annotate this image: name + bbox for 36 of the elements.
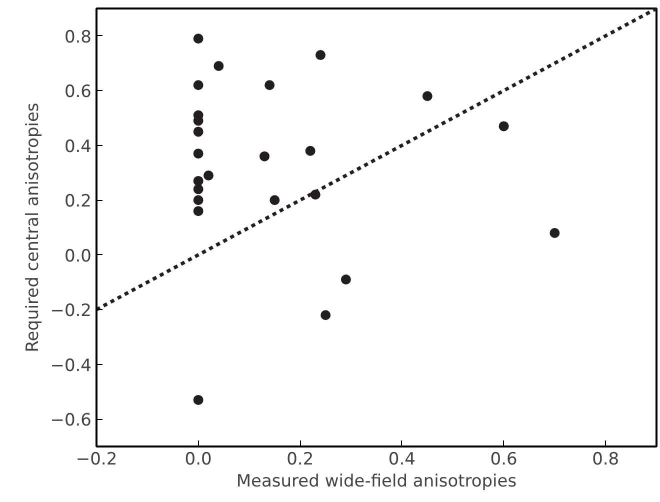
x-tick-label: 0.8 bbox=[592, 450, 620, 470]
point bbox=[264, 80, 275, 90]
point bbox=[320, 310, 331, 320]
point bbox=[270, 195, 280, 206]
x-axis-title: Measured wide-field anisotropies bbox=[236, 472, 517, 492]
point bbox=[305, 146, 316, 156]
x-tick-label: 0.2 bbox=[286, 450, 314, 470]
x-tick-label: 0.0 bbox=[184, 450, 212, 470]
y-tick-label: 0.2 bbox=[64, 192, 92, 212]
x-tick-label: 0.4 bbox=[388, 450, 416, 470]
point bbox=[498, 121, 509, 132]
point bbox=[260, 151, 270, 162]
point bbox=[316, 50, 326, 60]
y-tick-label: 0.8 bbox=[64, 27, 92, 48]
y-tick-label: −0.2 bbox=[50, 301, 92, 322]
y-tick-label: −0.6 bbox=[50, 410, 92, 431]
y-tick-label: 0.4 bbox=[64, 136, 92, 157]
y-tick-label: −0.4 bbox=[50, 356, 92, 376]
point bbox=[193, 80, 204, 90]
point bbox=[193, 394, 204, 405]
point bbox=[193, 148, 204, 159]
point bbox=[193, 176, 204, 186]
point bbox=[550, 228, 560, 238]
point bbox=[193, 34, 204, 44]
point bbox=[193, 195, 204, 206]
y-tick-label: 0.6 bbox=[64, 82, 92, 102]
y-axis-title: Required central anisotropies bbox=[23, 102, 44, 352]
point bbox=[422, 91, 432, 102]
point bbox=[193, 206, 204, 216]
point bbox=[340, 274, 351, 285]
point bbox=[204, 170, 214, 180]
point bbox=[193, 126, 204, 137]
x-tick-label: 0.6 bbox=[490, 450, 518, 470]
y-tick-label: 0.0 bbox=[64, 246, 92, 266]
point bbox=[214, 60, 224, 71]
point bbox=[193, 184, 204, 194]
